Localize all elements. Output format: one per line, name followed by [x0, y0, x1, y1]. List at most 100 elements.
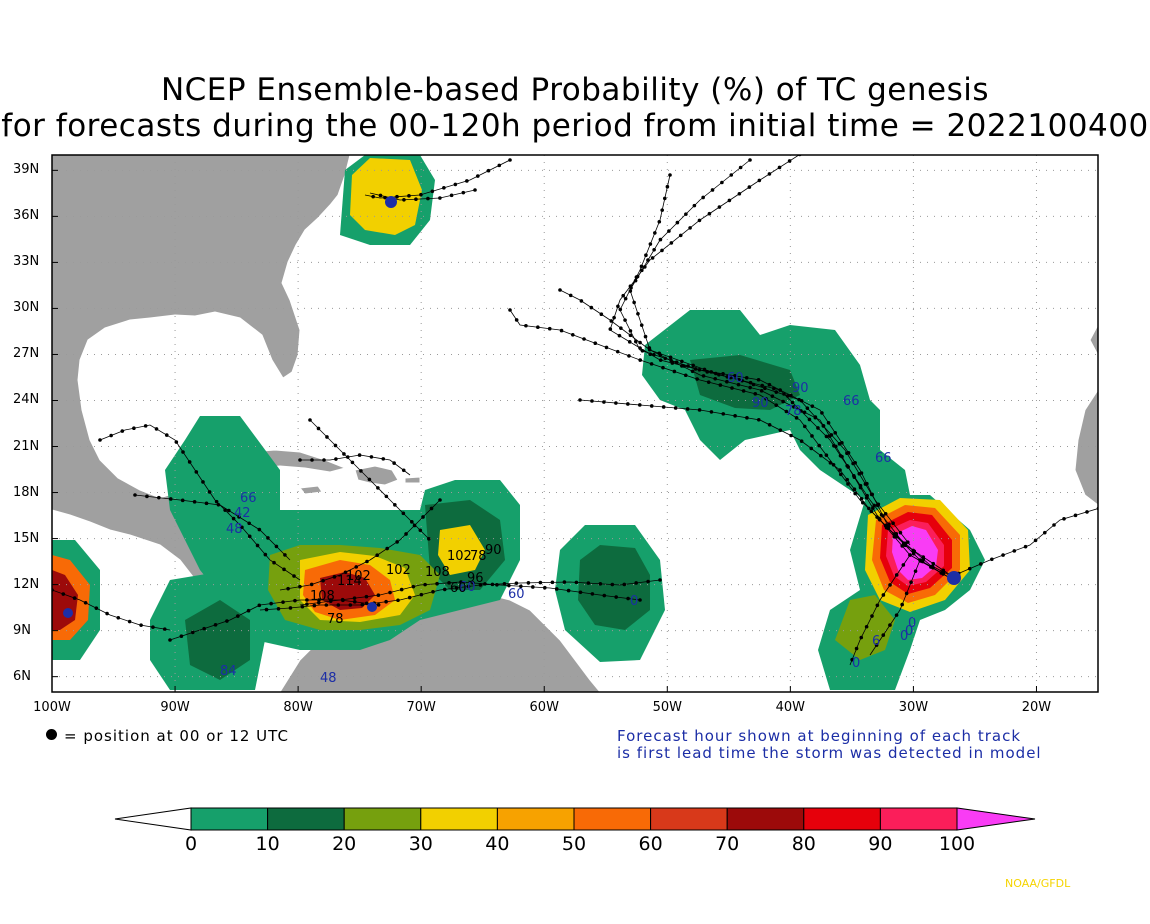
track-position-dot — [720, 180, 724, 185]
track-position-dot — [628, 333, 633, 338]
colorbar-label: 90 — [868, 833, 893, 855]
track-position-dot — [329, 598, 333, 602]
track-position-dot — [310, 458, 314, 462]
track-position-dot — [709, 370, 714, 374]
track-position-dot — [865, 493, 869, 498]
track-position-dot — [616, 304, 620, 309]
track-position-dot — [293, 598, 297, 603]
track-position-dot — [781, 399, 785, 404]
track-position-dot — [713, 371, 718, 376]
track-position-dot — [787, 159, 792, 163]
track-position-dot — [639, 268, 644, 273]
track-position-dot — [690, 369, 695, 374]
track-position-dot — [490, 582, 495, 587]
track-position-dot — [531, 585, 535, 589]
track-position-dot — [782, 392, 786, 396]
colorbar-label: 40 — [485, 833, 510, 855]
track-position-dot — [168, 497, 173, 501]
track-position-dot — [508, 308, 512, 312]
track-position-dot — [412, 523, 417, 528]
track-position-dot — [797, 397, 801, 402]
track-position-dot — [789, 393, 793, 398]
colorbar-label: 50 — [561, 833, 587, 855]
track-position-dot — [1062, 516, 1066, 521]
track-position-dot — [227, 508, 231, 513]
track-position-dot — [701, 374, 706, 378]
track-position-dot — [105, 611, 109, 616]
track-position-dot — [673, 406, 678, 410]
track-position-dot — [305, 602, 309, 606]
track-position-dot — [736, 382, 741, 387]
track-position-dot — [486, 168, 491, 173]
track-position-dot — [684, 212, 688, 216]
track-position-dot — [392, 461, 396, 465]
hour-label: 78 — [470, 549, 487, 564]
track-position-dot — [120, 429, 125, 433]
track-position-dot — [853, 491, 857, 496]
track-position-dot — [615, 349, 620, 354]
track-position-dot — [805, 406, 810, 410]
prob-area-caribbean-yellow-east — [438, 525, 485, 575]
track-position-dot — [709, 410, 714, 414]
track-position-dot — [688, 226, 692, 230]
track-position-dot — [1023, 544, 1028, 549]
track-position-dot — [628, 329, 633, 333]
track-position-dot — [816, 426, 820, 430]
track-position-dot — [194, 470, 199, 474]
track-position-dot — [345, 455, 350, 459]
colorbar-label: 10 — [255, 833, 280, 855]
hour-label: 48 — [320, 671, 337, 686]
track-position-dot — [748, 158, 752, 162]
track-position-dot — [367, 477, 372, 482]
track-position-dot — [202, 626, 206, 631]
track-position-dot — [767, 382, 772, 387]
track-position-dot — [266, 536, 270, 540]
track-position-dot — [894, 613, 899, 617]
track-position-dot — [240, 525, 244, 530]
lon-label: 20W — [1021, 700, 1052, 715]
track-position-dot — [784, 409, 789, 414]
track-position-dot — [429, 506, 434, 511]
track-position-dot — [829, 433, 834, 437]
track-position-dot — [693, 367, 698, 371]
forecast-hour-note-1: Forecast hour shown at beginning of each… — [617, 727, 1022, 745]
track-position-dot — [502, 581, 507, 586]
track-position-dot — [454, 586, 459, 590]
track-position-dot — [832, 443, 836, 448]
track-position-dot — [683, 373, 688, 378]
track-position-dot — [831, 462, 836, 467]
colorbar-label: 80 — [791, 833, 816, 855]
lon-label: 30W — [898, 700, 929, 715]
track-position-dot — [717, 372, 721, 377]
track-position-dot — [1052, 523, 1056, 527]
track-position-dot — [139, 623, 143, 627]
track-position-dot — [1033, 538, 1038, 543]
track-position-dot — [646, 579, 650, 584]
track-position-dot — [636, 312, 640, 316]
track-position-dot — [778, 428, 783, 432]
storm-center-marker — [63, 608, 73, 618]
track-position-dot — [874, 643, 879, 647]
lat-label: 36N — [13, 208, 40, 224]
track-position-dot — [411, 584, 416, 589]
track-position-dot — [639, 323, 644, 327]
track-position-dot — [383, 195, 387, 200]
track-position-dot — [204, 501, 209, 506]
track-position-dot — [649, 404, 654, 408]
track-position-dot — [526, 581, 531, 585]
track-position-dot — [471, 581, 475, 585]
track-position-dot — [858, 483, 863, 488]
track-position-dot — [312, 603, 317, 608]
track-position-dot — [852, 473, 856, 478]
title-line-1: NCEP Ensemble-based Probability (%) of T… — [160, 72, 990, 108]
track-position-dot — [225, 619, 229, 623]
storm-center-marker — [367, 602, 377, 612]
track-position-dot — [255, 543, 260, 548]
prob-area-gulf-honduras-dark — [185, 600, 250, 680]
storm-center-marker — [385, 196, 397, 208]
track-position-dot — [660, 208, 664, 212]
track-position-dot — [913, 569, 918, 573]
track-position-dot — [257, 527, 262, 532]
track-position-dot — [665, 184, 670, 189]
track-position-dot — [756, 417, 761, 422]
